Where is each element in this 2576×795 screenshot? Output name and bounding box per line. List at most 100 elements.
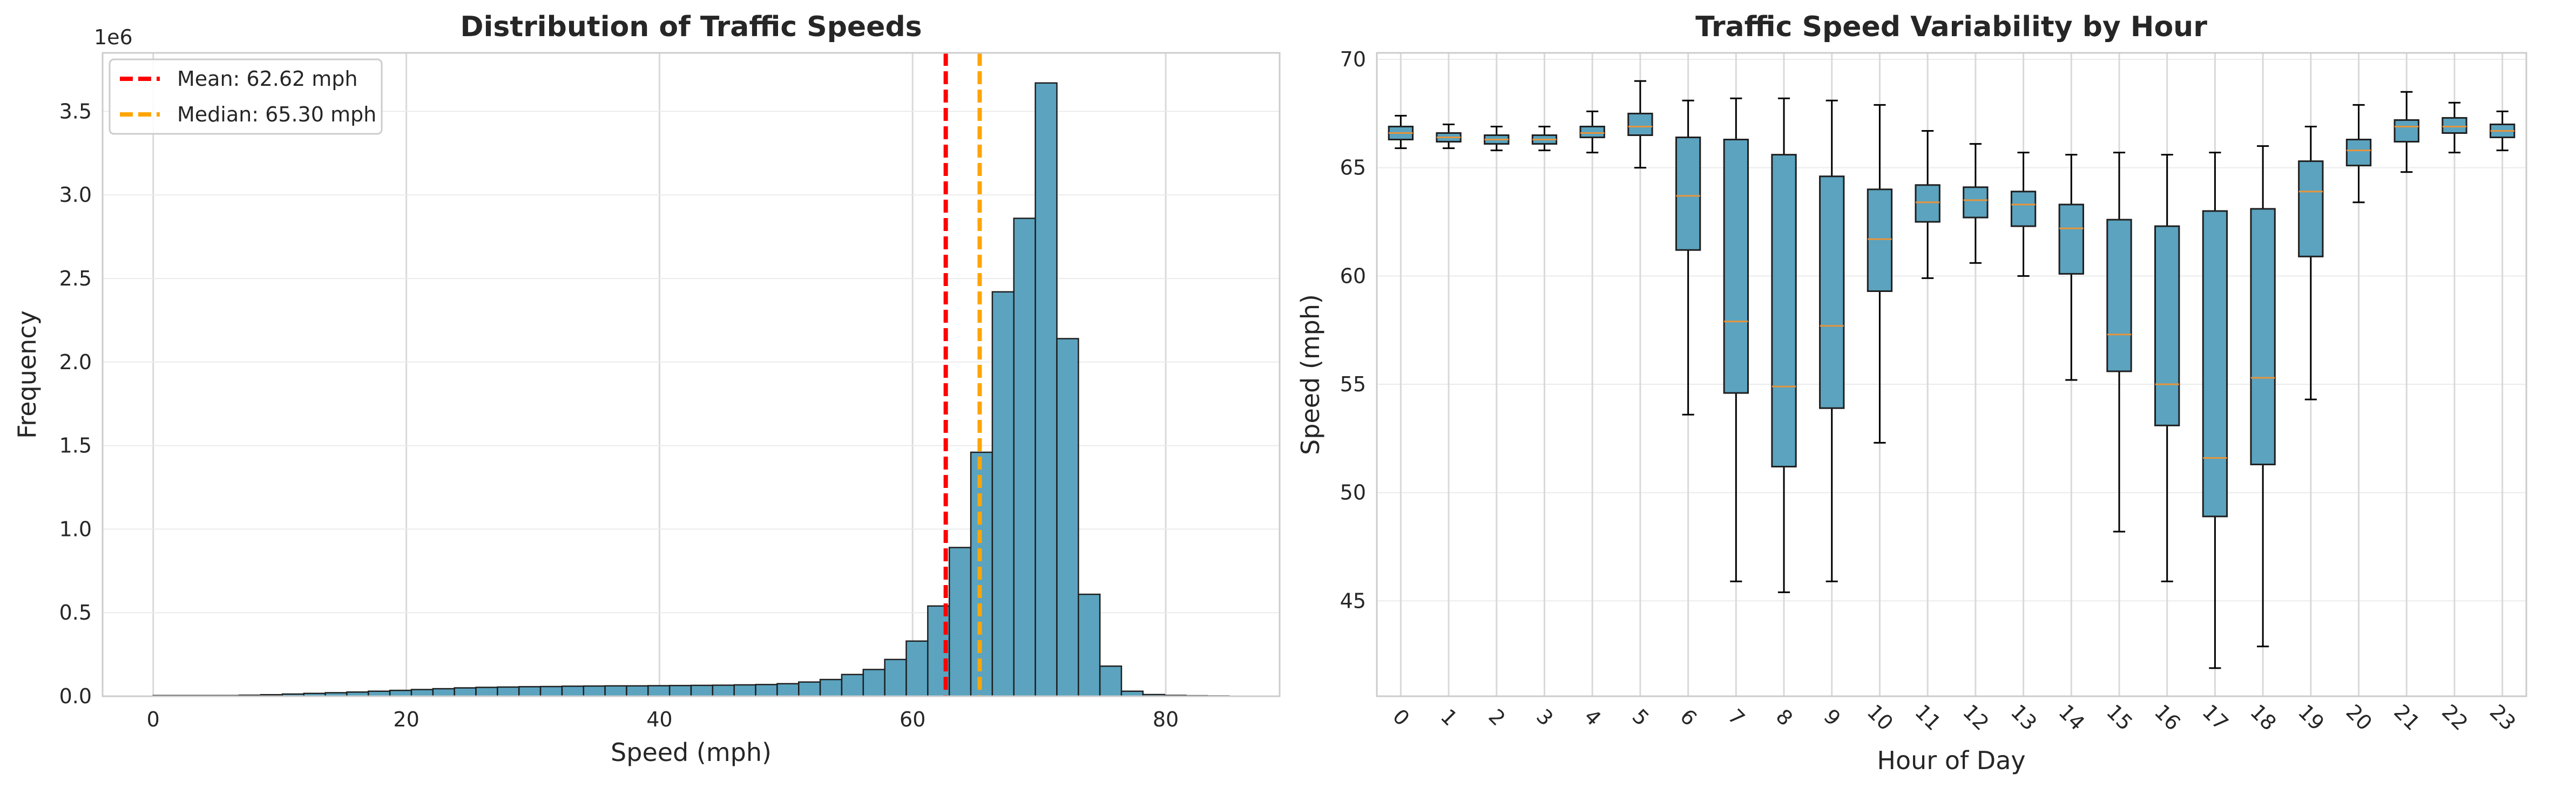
box-body (1579, 125, 1605, 139)
box-hour-17 (2202, 152, 2228, 669)
y-tick-label: 70 (1340, 47, 1366, 71)
x-tick-label: 0 (147, 708, 160, 731)
histogram-bar (905, 640, 929, 697)
box-body (2394, 119, 2419, 143)
y-tick-label: 3.5 (59, 99, 92, 123)
y-tick-label: 0.0 (59, 684, 92, 708)
box-body (1627, 112, 1653, 137)
histogram-bar (497, 686, 520, 697)
box-hour-13 (2010, 152, 2037, 277)
box-body (2442, 117, 2467, 134)
histogram-gridlines (103, 53, 1280, 697)
histogram-bar (1013, 218, 1036, 697)
box-body (1819, 175, 1845, 409)
y-tick-label: 1.5 (59, 434, 92, 458)
box-hour-5 (1627, 80, 1653, 169)
box-hour-23 (2489, 110, 2516, 152)
box-body (2298, 160, 2324, 257)
histogram-bar (1035, 82, 1058, 697)
boxplot-boxes (1388, 80, 2516, 669)
histogram-bar (518, 686, 542, 697)
box-hour-6 (1675, 99, 1701, 416)
boxplot-axes-frame (1376, 52, 2527, 697)
box-body (1723, 139, 1749, 394)
box-hour-20 (2345, 104, 2372, 203)
y-tick-label: 2.5 (59, 267, 92, 290)
histogram-x-ticks: 0 20 40 60 80 (147, 708, 1179, 731)
histogram-bar (475, 687, 498, 697)
histogram-bar (539, 685, 563, 697)
histogram-bar (1078, 593, 1101, 697)
box-hour-4 (1579, 110, 1605, 154)
x-tick-label: 80 (1153, 708, 1179, 731)
histogram-bar (454, 687, 477, 697)
box-hour-7 (1723, 97, 1749, 582)
histogram-title: Distribution of Traffic Speeds (460, 11, 922, 43)
boxplot-y-axis-label: Speed (mph) (1296, 294, 1325, 455)
histogram-bar (389, 689, 413, 697)
box-hour-16 (2154, 154, 2180, 582)
histogram-bar (647, 685, 671, 697)
x-tick-label: 20 (393, 708, 419, 731)
box-hour-1 (1436, 123, 1462, 150)
histogram-y-axis-label: Frequency (12, 310, 42, 439)
box-hour-21 (2394, 91, 2419, 173)
histogram-axes-frame (102, 52, 1281, 697)
box-hour-8 (1771, 97, 1797, 593)
x-tick-label: 40 (646, 708, 672, 731)
y-tick-label: 55 (1340, 372, 1366, 396)
box-body (1675, 137, 1701, 251)
box-body (2250, 208, 2276, 466)
histogram-bar (776, 683, 800, 697)
histogram-bar (1099, 665, 1123, 697)
boxplot-title: Traffic Speed Variability by Hour (1695, 11, 2207, 43)
box-body (2345, 139, 2372, 167)
histogram-bar (755, 684, 778, 697)
y-tick-label: 0.5 (59, 601, 92, 624)
histogram-bar (819, 678, 843, 697)
histogram-bar (432, 688, 455, 697)
histogram-bar (733, 684, 756, 697)
histogram-bar (862, 669, 885, 697)
histogram-bar (1056, 338, 1079, 697)
x-tick-label: 60 (900, 708, 925, 731)
y-tick-label: 65 (1340, 156, 1366, 180)
box-body (2010, 191, 2037, 227)
y-tick-label: 50 (1340, 481, 1366, 505)
box-body (2106, 219, 2132, 372)
y-tick-label: 45 (1340, 589, 1366, 613)
box-hour-22 (2442, 101, 2467, 154)
box-body (1867, 188, 1893, 292)
box-body (2058, 203, 2084, 275)
box-hour-12 (1963, 143, 1989, 264)
box-hour-2 (1484, 125, 1510, 152)
histogram-bar (841, 674, 864, 697)
histogram-legend-box (109, 58, 383, 135)
box-body (1915, 184, 1941, 223)
boxplot-plot-area (1377, 53, 2526, 696)
box-hour-0 (1388, 114, 1414, 150)
y-tick-label: 1.0 (59, 517, 92, 541)
box-hour-15 (2106, 152, 2132, 533)
boxplot-y-ticks: 45 50 55 60 65 70 (1340, 47, 1366, 613)
boxplot-panel: 0 1 2 3 4 5 6 7 8 9 10 11 12 13 14 15 16 17 18 19 20 21 22 23 4… (1296, 11, 2527, 775)
histogram-bar (561, 685, 585, 697)
histogram-bar (690, 684, 714, 697)
box-hour-19 (2298, 125, 2324, 400)
histogram-x-axis-label: Speed (mph) (611, 738, 772, 767)
histogram-bar (991, 291, 1015, 697)
histogram-bar (712, 684, 735, 697)
legend-label-mean: Mean: 62.62 mph (177, 67, 358, 91)
histogram-reference-lines (943, 53, 982, 696)
boxplot-x-axis-label: Hour of Day (1877, 746, 2025, 775)
box-body (1963, 186, 1989, 219)
histogram-bar (604, 685, 627, 697)
histogram-bar (668, 684, 692, 697)
box-body (1771, 154, 1797, 468)
box-hour-18 (2250, 145, 2276, 648)
histogram-bar (948, 547, 972, 697)
histogram-bars (152, 82, 1230, 697)
legend-label-median: Median: 65.30 mph (177, 103, 376, 126)
